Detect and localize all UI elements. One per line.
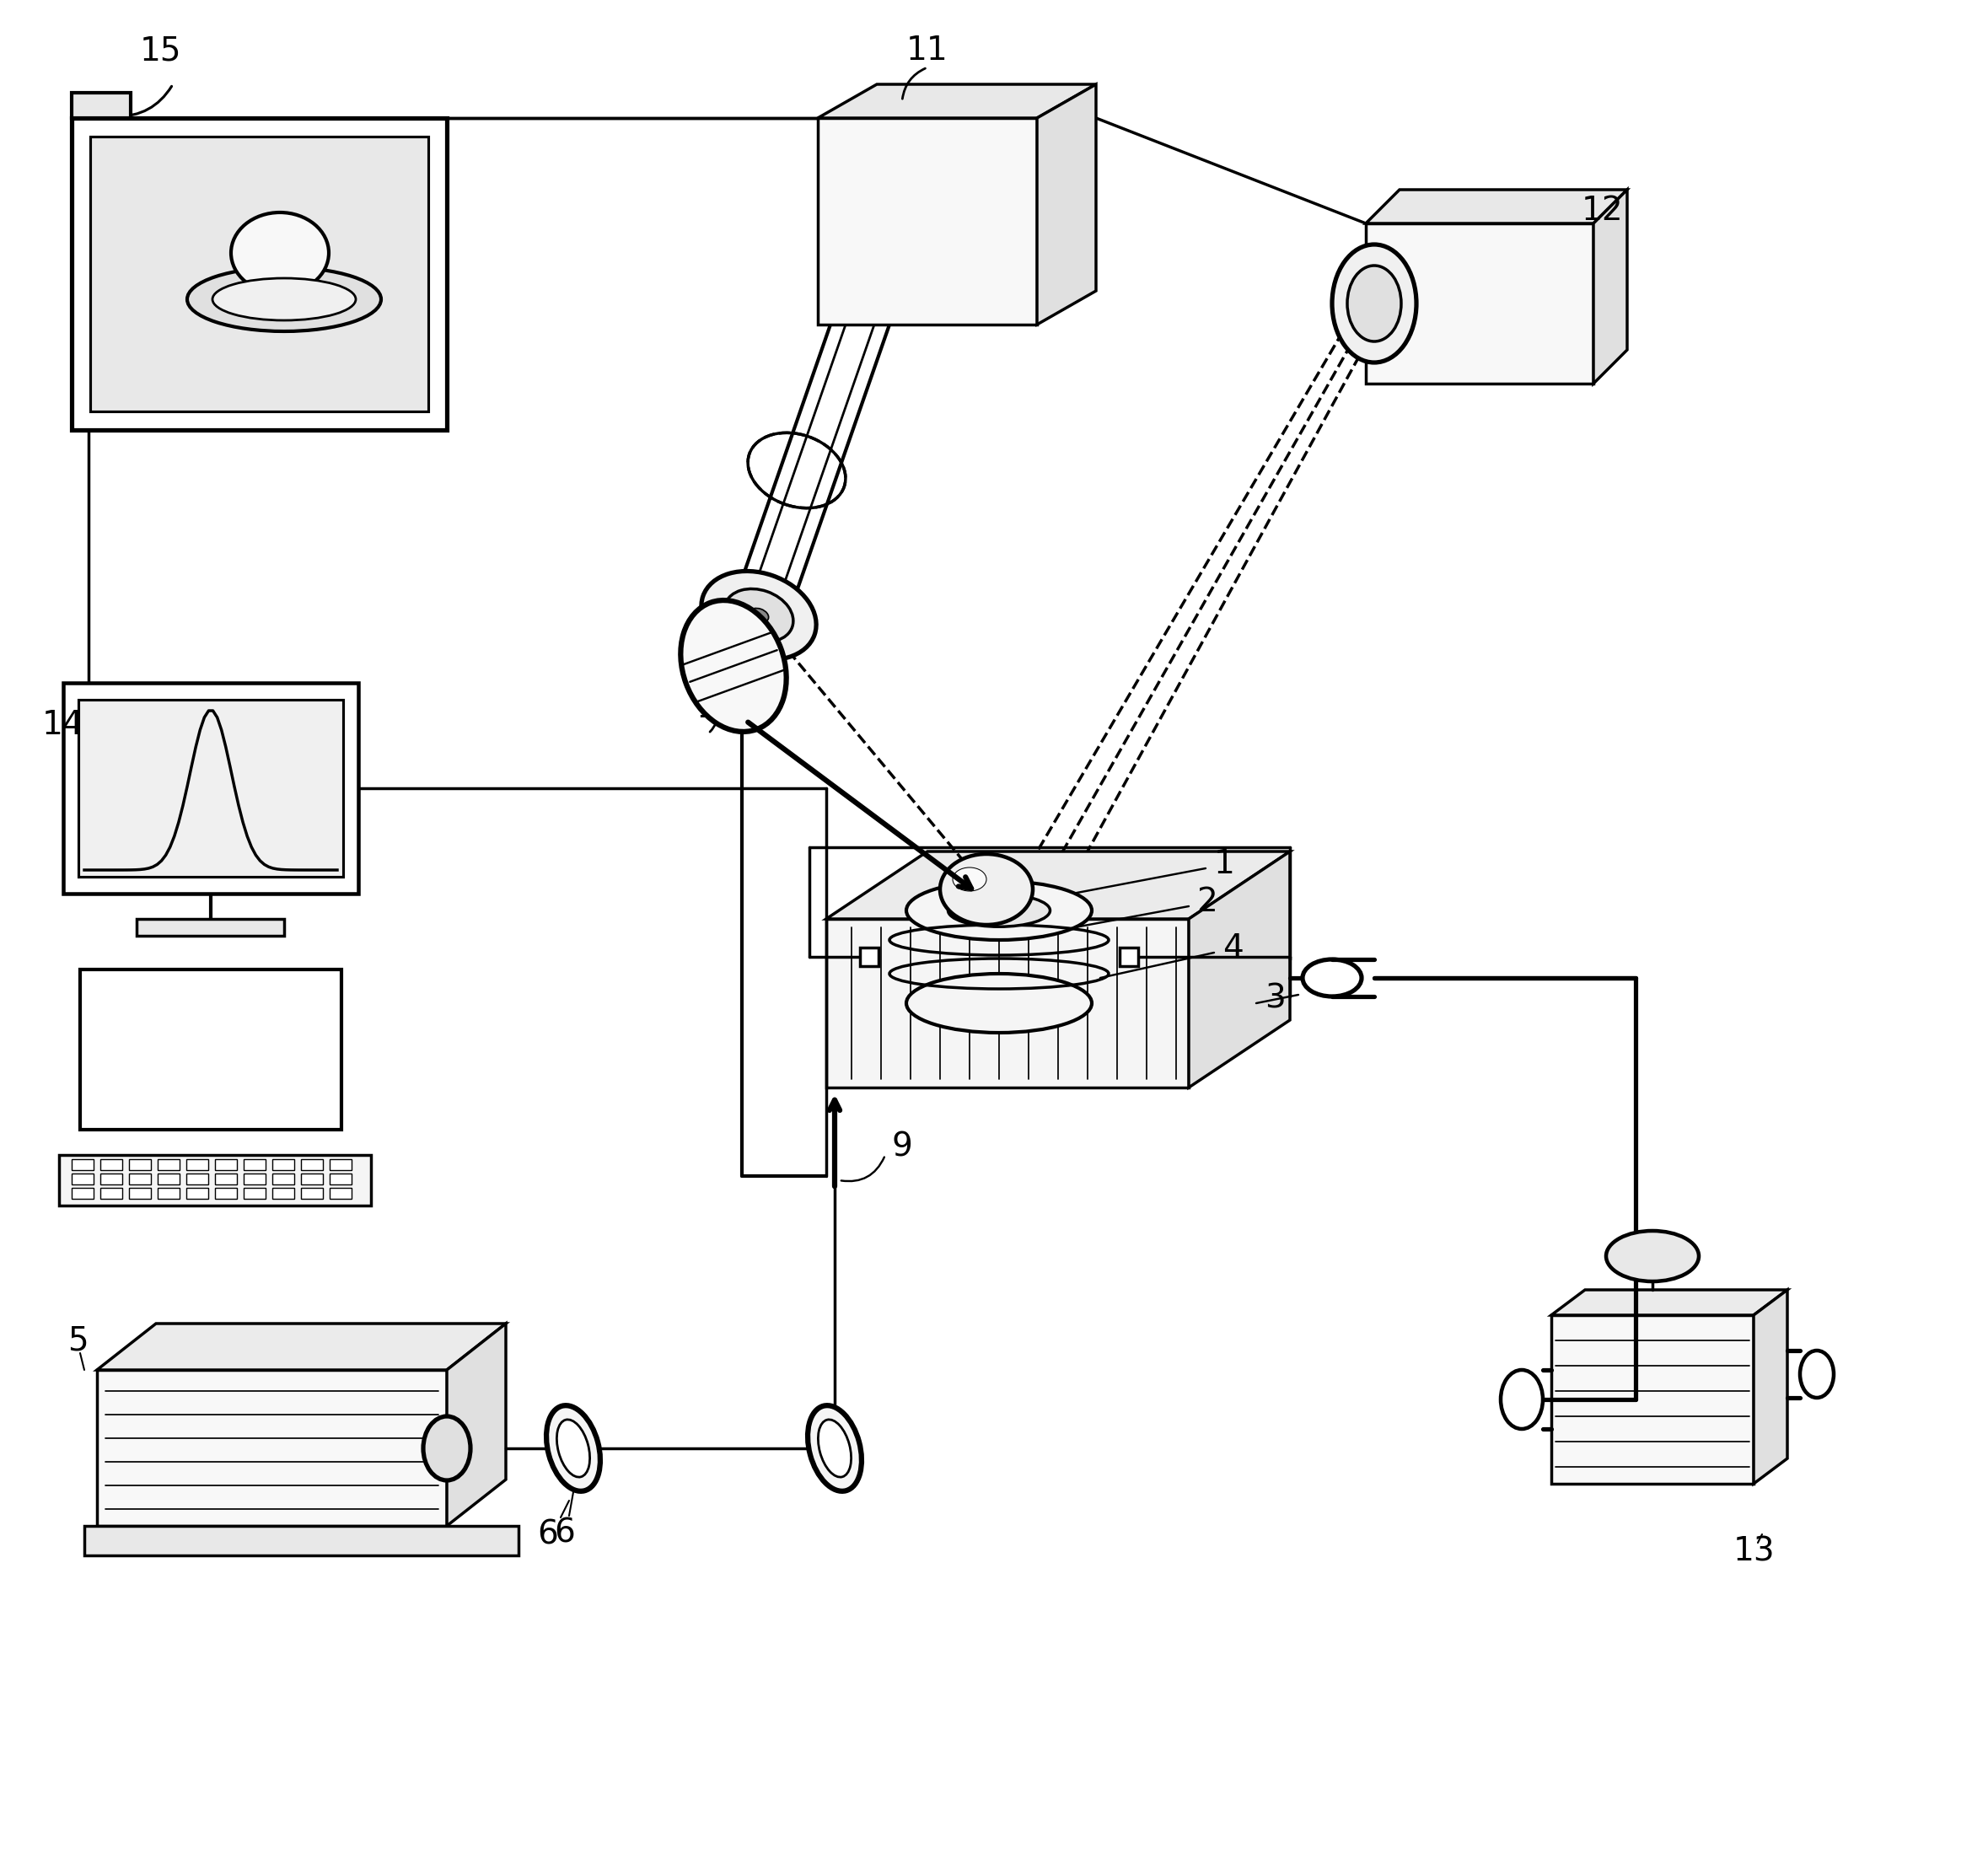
- Polygon shape: [827, 920, 1189, 1088]
- Bar: [300, 1189, 322, 1198]
- Bar: [129, 1174, 151, 1185]
- Bar: [187, 1174, 209, 1185]
- Bar: [187, 1189, 209, 1198]
- Text: 6: 6: [555, 1516, 575, 1549]
- Bar: [245, 1174, 266, 1185]
- Text: 4: 4: [1223, 933, 1242, 964]
- Ellipse shape: [231, 213, 328, 293]
- Bar: [300, 1174, 322, 1185]
- Ellipse shape: [952, 867, 986, 892]
- Bar: [245, 1189, 266, 1198]
- Bar: [215, 1189, 237, 1198]
- Text: 9: 9: [891, 1131, 912, 1163]
- Bar: [78, 699, 344, 877]
- Ellipse shape: [213, 278, 356, 320]
- Bar: [137, 920, 284, 936]
- Bar: [129, 1189, 151, 1198]
- Ellipse shape: [1606, 1232, 1700, 1282]
- Bar: [272, 1189, 294, 1198]
- Bar: [215, 1174, 237, 1185]
- Text: 3: 3: [1264, 983, 1284, 1015]
- Ellipse shape: [948, 893, 1050, 927]
- Ellipse shape: [1348, 265, 1402, 342]
- Bar: [72, 118, 447, 430]
- Ellipse shape: [907, 880, 1091, 940]
- Bar: [99, 1159, 121, 1170]
- Polygon shape: [1753, 1290, 1787, 1484]
- Bar: [215, 1159, 237, 1170]
- Text: 13: 13: [1734, 1534, 1775, 1568]
- Bar: [60, 1155, 372, 1206]
- Bar: [245, 1159, 266, 1170]
- Bar: [157, 1159, 179, 1170]
- Bar: [72, 1159, 93, 1170]
- Ellipse shape: [1332, 245, 1415, 363]
- Ellipse shape: [187, 267, 382, 331]
- Ellipse shape: [680, 600, 787, 731]
- Ellipse shape: [1799, 1351, 1833, 1398]
- Text: 5: 5: [68, 1325, 87, 1357]
- Text: 6: 6: [537, 1518, 559, 1549]
- Bar: [129, 1159, 151, 1170]
- Bar: [330, 1174, 352, 1185]
- Text: 14: 14: [42, 708, 83, 740]
- Text: 12: 12: [1580, 194, 1622, 226]
- Polygon shape: [1366, 189, 1626, 224]
- Ellipse shape: [423, 1417, 471, 1480]
- Polygon shape: [817, 84, 1095, 118]
- Ellipse shape: [907, 974, 1091, 1034]
- Ellipse shape: [819, 1420, 851, 1477]
- Bar: [861, 948, 879, 966]
- Bar: [80, 970, 342, 1129]
- Ellipse shape: [547, 1405, 600, 1491]
- Ellipse shape: [1501, 1370, 1543, 1430]
- Bar: [89, 136, 427, 411]
- Text: 2: 2: [1197, 886, 1219, 918]
- Bar: [72, 93, 131, 118]
- Polygon shape: [817, 118, 1038, 325]
- Polygon shape: [1366, 224, 1594, 383]
- Ellipse shape: [749, 607, 769, 622]
- Text: 15: 15: [139, 34, 181, 67]
- Polygon shape: [1038, 84, 1095, 325]
- Polygon shape: [1189, 852, 1290, 1088]
- Bar: [272, 1174, 294, 1185]
- Polygon shape: [97, 1370, 447, 1525]
- Polygon shape: [447, 1323, 505, 1525]
- Text: 1: 1: [1215, 849, 1235, 880]
- Polygon shape: [97, 1323, 505, 1370]
- Bar: [300, 1159, 322, 1170]
- Text: 10: 10: [696, 692, 738, 723]
- Polygon shape: [1551, 1316, 1753, 1484]
- Bar: [1119, 948, 1139, 966]
- Polygon shape: [83, 1525, 519, 1555]
- Bar: [72, 1174, 93, 1185]
- Bar: [99, 1189, 121, 1198]
- Bar: [72, 1189, 93, 1198]
- Bar: [157, 1189, 179, 1198]
- Ellipse shape: [702, 572, 817, 660]
- Polygon shape: [827, 852, 1290, 920]
- Bar: [272, 1159, 294, 1170]
- Bar: [330, 1189, 352, 1198]
- Ellipse shape: [807, 1405, 861, 1491]
- Ellipse shape: [557, 1420, 590, 1477]
- Bar: [157, 1174, 179, 1185]
- Text: 11: 11: [907, 34, 948, 67]
- Ellipse shape: [940, 854, 1034, 925]
- Bar: [64, 682, 358, 893]
- Bar: [330, 1159, 352, 1170]
- Bar: [187, 1159, 209, 1170]
- Ellipse shape: [724, 589, 793, 641]
- Polygon shape: [1594, 189, 1626, 383]
- Polygon shape: [1551, 1290, 1787, 1316]
- Ellipse shape: [1302, 959, 1362, 996]
- Bar: [99, 1174, 121, 1185]
